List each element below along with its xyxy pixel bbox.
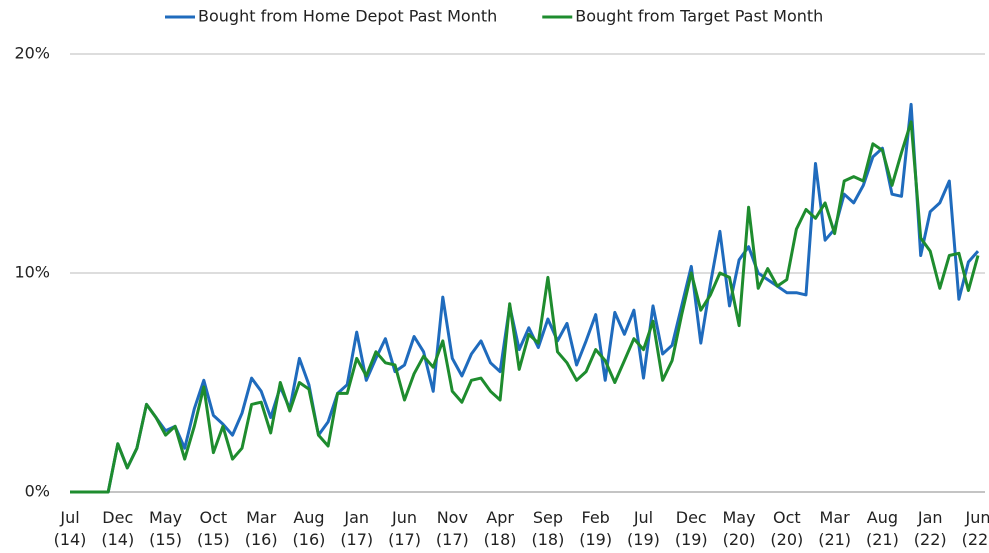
x-tick-label: Dec (14) xyxy=(101,508,135,549)
x-tick-label: Mar (21) xyxy=(818,508,852,549)
series-line xyxy=(70,120,980,494)
y-tick-label: 10% xyxy=(14,263,50,282)
x-tick-label: Oct (15) xyxy=(196,508,230,549)
legend-label: Bought from Target Past Month xyxy=(575,7,823,26)
x-tick-label: May (15) xyxy=(149,508,183,549)
x-tick-label: May (20) xyxy=(722,508,756,549)
x-tick-label: Oct (20) xyxy=(770,508,804,549)
x-tick-label: Jun (22) xyxy=(961,508,989,549)
x-tick-label: Jun (17) xyxy=(388,508,421,549)
x-tick-label: Mar (16) xyxy=(244,508,278,549)
x-tick-label: Sep (18) xyxy=(531,508,565,549)
x-tick-label: Jul (14) xyxy=(53,508,87,549)
series-line xyxy=(70,102,980,494)
x-tick-label: Aug (16) xyxy=(292,508,326,549)
x-tick-label: Jan (17) xyxy=(340,508,374,549)
x-tick-label: Jul (19) xyxy=(627,508,660,549)
x-tick-label: Jan (22) xyxy=(913,508,947,549)
x-tick-label: Apr (18) xyxy=(483,508,517,549)
x-tick-label: Dec (19) xyxy=(674,508,708,549)
x-tick-label: Feb (19) xyxy=(579,508,613,549)
x-tick-label: Nov (17) xyxy=(435,508,469,549)
legend-label: Bought from Home Depot Past Month xyxy=(198,7,497,26)
x-tick-label: Aug (21) xyxy=(865,508,899,549)
y-tick-label: 0% xyxy=(25,482,50,501)
y-tick-label: 20% xyxy=(14,44,50,63)
